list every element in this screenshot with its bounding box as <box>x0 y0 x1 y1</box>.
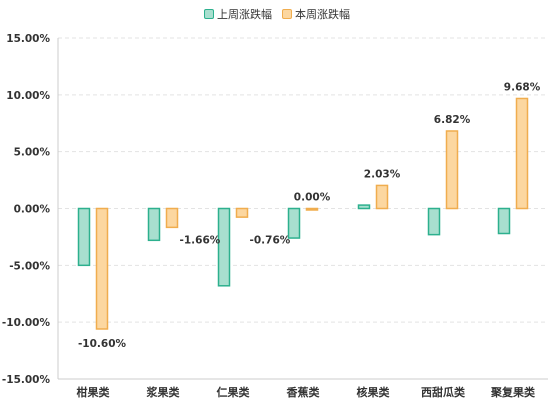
x-tick-label: 浆果类 <box>147 385 181 399</box>
legend-label-last-week: 上周涨跌幅 <box>217 8 272 21</box>
bar-last-week <box>427 207 441 236</box>
legend-swatch-this-week <box>282 9 292 19</box>
x-tick-label: 柑果类 <box>77 385 111 399</box>
data-label: 9.68% <box>504 81 541 93</box>
data-label: -1.66% <box>180 235 221 247</box>
bar-this-week <box>515 97 529 210</box>
legend-label-this-week: 本周涨跌幅 <box>295 8 350 21</box>
y-tick-label: -15.00% <box>2 374 51 386</box>
label-layer: 柑果类 -10.60% 浆果类 -1.66% 仁果类 -0.76% 香蕉类 0.00% 核果类 2… <box>77 81 541 399</box>
bar-this-week <box>165 207 179 229</box>
y-tick-label: 10.00% <box>6 90 50 102</box>
y-tick-label: 0.00% <box>14 204 51 216</box>
bar-this-week <box>235 207 249 218</box>
x-tick-label: 聚复果类 <box>490 385 536 399</box>
y-tick-label: -10.00% <box>2 317 51 329</box>
data-label: 2.03% <box>364 168 401 180</box>
bar-this-week <box>375 184 389 210</box>
y-tick-label: -5.00% <box>9 260 50 272</box>
legend-item-last-week[interactable]: 上周涨跌幅 <box>204 6 272 22</box>
legend-item-this-week[interactable]: 本周涨跌幅 <box>282 6 350 22</box>
x-tick-label: 西甜瓜类 <box>421 385 466 399</box>
bar-this-week <box>95 207 109 330</box>
data-label: -10.60% <box>78 338 127 350</box>
bar-last-week <box>77 207 91 267</box>
axis-layer: 15.00% 10.00% 5.00% 0.00% -5.00% -10.00% -15.0… <box>2 33 548 386</box>
bar-last-week <box>287 207 301 239</box>
bar-this-week <box>445 130 459 210</box>
legend-swatch-last-week <box>204 9 214 19</box>
x-tick-label: 香蕉类 <box>286 385 321 399</box>
y-tick-label: 15.00% <box>6 33 50 45</box>
x-tick-label: 核果类 <box>357 385 391 399</box>
bar-layer <box>77 97 529 330</box>
y-tick-label: 5.00% <box>14 147 51 159</box>
bar-this-week <box>305 207 319 211</box>
bar-last-week <box>147 207 161 242</box>
x-tick-label: 仁果类 <box>217 385 251 399</box>
legend: 上周涨跌幅 本周涨跌幅 <box>0 6 554 22</box>
data-label: 6.82% <box>434 114 471 126</box>
grid-layer <box>58 37 548 380</box>
bar-last-week <box>217 207 231 287</box>
bar-last-week <box>497 207 511 235</box>
data-label: 0.00% <box>294 192 331 204</box>
bar-last-week <box>357 204 371 210</box>
data-label: -0.76% <box>250 235 291 247</box>
